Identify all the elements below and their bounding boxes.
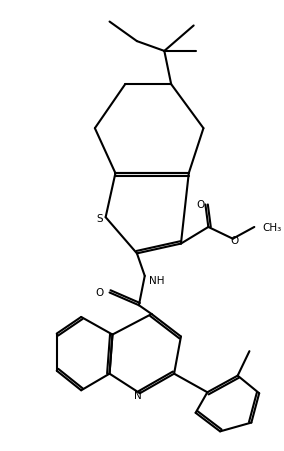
Text: N: N — [134, 390, 142, 400]
Text: S: S — [96, 214, 103, 224]
Text: CH₃: CH₃ — [262, 222, 281, 232]
Text: O: O — [231, 235, 239, 245]
Text: NH: NH — [149, 275, 164, 285]
Text: O: O — [95, 288, 104, 298]
Text: O: O — [196, 200, 205, 210]
